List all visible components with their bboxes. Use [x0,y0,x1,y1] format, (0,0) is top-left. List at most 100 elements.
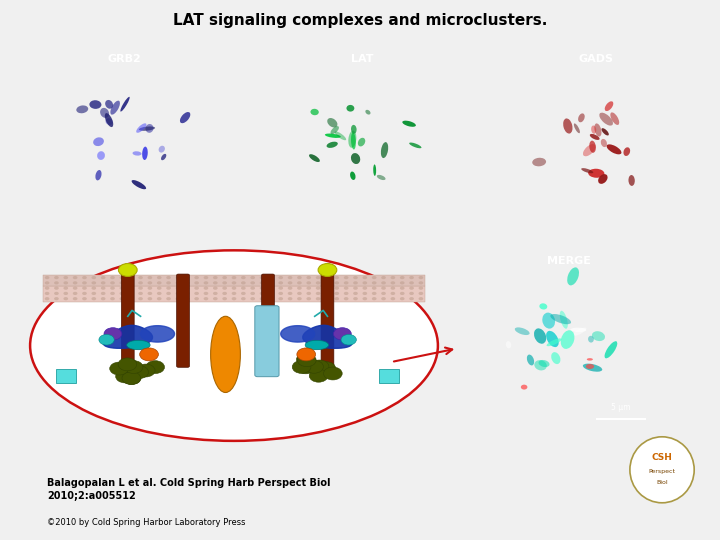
Ellipse shape [328,118,338,127]
Circle shape [204,287,208,290]
Text: 5 μm: 5 μm [611,403,631,411]
Circle shape [204,281,208,285]
Circle shape [222,287,227,290]
Circle shape [241,281,246,285]
Ellipse shape [211,316,240,393]
Circle shape [307,297,311,300]
Ellipse shape [629,175,635,186]
Circle shape [317,362,336,375]
Ellipse shape [110,100,120,114]
Circle shape [110,281,115,285]
Text: LAT signaling complexes and microclusters.: LAT signaling complexes and microcluster… [173,14,547,29]
Ellipse shape [351,125,356,134]
Ellipse shape [381,142,388,158]
Ellipse shape [605,102,613,111]
Circle shape [232,292,236,295]
Circle shape [82,292,87,295]
Ellipse shape [624,147,630,156]
Circle shape [120,281,124,285]
Circle shape [260,276,264,279]
Ellipse shape [515,327,530,335]
Circle shape [148,287,152,290]
Ellipse shape [527,355,534,366]
FancyBboxPatch shape [379,369,400,383]
Circle shape [120,276,124,279]
Ellipse shape [330,126,339,134]
Ellipse shape [591,125,596,134]
Circle shape [185,276,189,279]
Circle shape [325,287,330,290]
Circle shape [279,276,283,279]
Ellipse shape [132,180,146,189]
Circle shape [390,287,395,290]
Circle shape [45,297,50,300]
Circle shape [194,297,199,300]
Circle shape [307,287,311,290]
Ellipse shape [563,118,572,133]
Circle shape [260,287,264,290]
Circle shape [122,372,140,384]
Ellipse shape [506,341,511,348]
Circle shape [104,328,122,340]
Circle shape [99,334,114,345]
Circle shape [316,292,320,295]
Circle shape [390,276,395,279]
Circle shape [222,297,227,300]
Circle shape [129,287,133,290]
Circle shape [297,297,302,300]
Ellipse shape [409,143,421,148]
Circle shape [110,287,115,290]
Circle shape [176,287,180,290]
Circle shape [400,276,405,279]
Circle shape [185,292,189,295]
Ellipse shape [559,310,568,329]
Circle shape [122,372,141,384]
Ellipse shape [105,100,113,109]
Circle shape [120,297,124,300]
Circle shape [269,297,274,300]
Ellipse shape [106,118,113,125]
Circle shape [157,276,161,279]
Polygon shape [281,326,315,342]
Circle shape [120,287,124,290]
Circle shape [362,281,367,285]
Circle shape [630,437,694,503]
Circle shape [333,328,351,340]
Circle shape [185,287,189,290]
Ellipse shape [586,364,594,369]
Circle shape [176,281,180,285]
Ellipse shape [594,124,601,137]
Circle shape [120,292,124,295]
Circle shape [129,281,133,285]
Circle shape [82,297,87,300]
Circle shape [185,281,189,285]
Circle shape [353,281,358,285]
Ellipse shape [600,139,607,147]
Circle shape [372,281,377,285]
Ellipse shape [532,158,546,166]
Ellipse shape [583,144,595,156]
Circle shape [101,287,106,290]
Circle shape [372,287,377,290]
Circle shape [148,292,152,295]
Ellipse shape [351,132,356,150]
Circle shape [166,281,171,285]
Ellipse shape [589,140,596,153]
Circle shape [362,276,367,279]
Circle shape [409,292,414,295]
Circle shape [344,292,348,295]
Ellipse shape [136,123,146,133]
Circle shape [325,292,330,295]
Circle shape [91,276,96,279]
Ellipse shape [402,120,416,127]
Circle shape [297,354,316,367]
Ellipse shape [365,110,371,114]
Ellipse shape [327,141,338,148]
Circle shape [251,287,255,290]
Circle shape [129,292,133,295]
Circle shape [138,292,143,295]
Ellipse shape [89,100,102,109]
Circle shape [166,292,171,295]
Circle shape [204,292,208,295]
Circle shape [292,361,311,374]
